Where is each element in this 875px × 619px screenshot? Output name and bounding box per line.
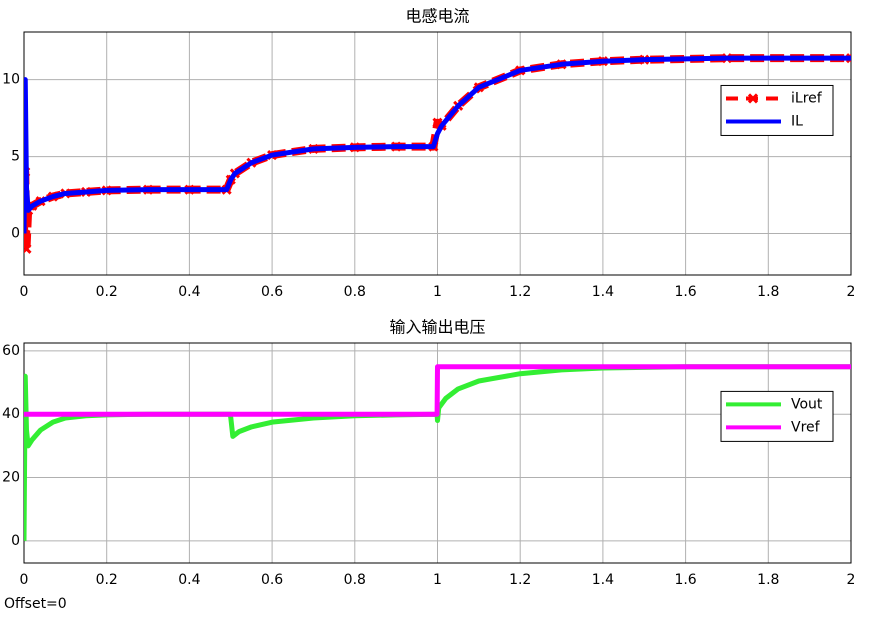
plot-area: [24, 53, 851, 254]
plot-area: [24, 364, 851, 541]
legend-label: IL: [791, 113, 803, 129]
offset-label: Offset=0: [4, 596, 67, 612]
x-tick-label: 0: [20, 284, 29, 300]
chart-title: 输入输出电压: [389, 318, 485, 337]
x-tick-label: 0.2: [96, 284, 118, 300]
legend-label: iLref: [791, 90, 823, 106]
x-tick-label: 1.4: [592, 572, 614, 588]
x-tick-label: 1.6: [674, 284, 696, 300]
series-line: [24, 55, 851, 234]
y-tick-label: 60: [2, 343, 20, 359]
x-tick-label: 1: [433, 284, 442, 300]
x-tick-label: 0.8: [344, 572, 366, 588]
x-tick-label: 1.2: [509, 572, 531, 588]
legend-box: [720, 390, 834, 442]
x-tick-label: 1.8: [757, 284, 779, 300]
x-tick-label: 0.4: [178, 572, 200, 588]
x-tick-label: 1: [433, 572, 442, 588]
legend-label: Vref: [791, 419, 821, 435]
marker: [24, 243, 32, 254]
series-line: [24, 364, 851, 417]
legend-label: Vout: [791, 396, 823, 412]
x-tick-label: 1.4: [592, 284, 614, 300]
chart-title: 电感电流: [405, 7, 469, 26]
marker: [845, 53, 851, 64]
y-tick-label: 0: [11, 225, 20, 241]
x-tick-label: 0: [20, 572, 29, 588]
y-tick-label: 20: [2, 470, 20, 486]
legend-box: [720, 84, 834, 136]
x-tick-label: 2: [847, 284, 856, 300]
x-tick-label: 2: [847, 572, 856, 588]
marker: [24, 228, 30, 239]
x-tick-label: 0.6: [261, 572, 283, 588]
x-tick-label: 1.8: [757, 572, 779, 588]
y-tick-label: 5: [11, 149, 20, 165]
x-tick-label: 0.6: [261, 284, 283, 300]
y-tick-label: 0: [11, 533, 20, 549]
x-tick-label: 0.8: [344, 284, 366, 300]
x-tick-label: 0.4: [178, 284, 200, 300]
x-tick-label: 0.2: [96, 572, 118, 588]
legend-marker: [747, 93, 759, 104]
y-tick-label: 40: [2, 406, 20, 422]
x-tick-label: 1.2: [509, 284, 531, 300]
y-tick-label: 10: [2, 72, 20, 88]
x-tick-label: 1.6: [674, 572, 696, 588]
series-line: [24, 364, 851, 541]
